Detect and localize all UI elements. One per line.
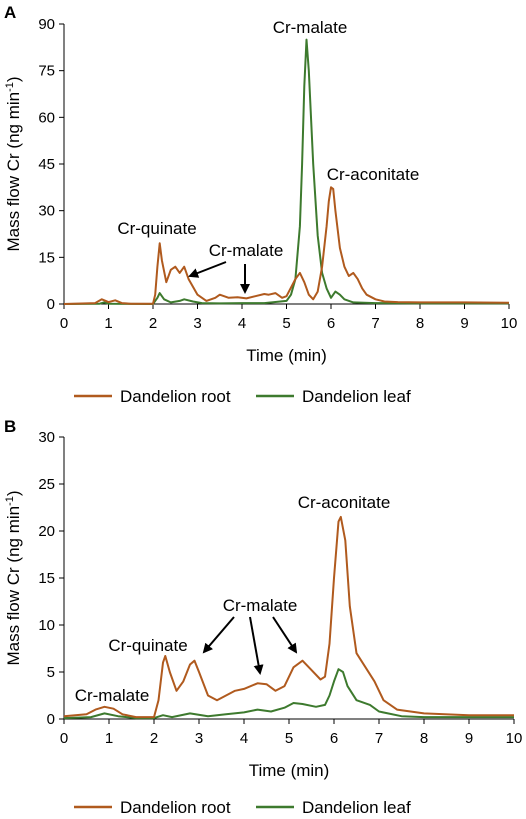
x-tick-label-b-2: 2: [150, 730, 158, 747]
y-axis-label-b: Mass flow Cr (ng min-1): [4, 490, 23, 665]
x-tick-labels-a: 0 1 2 3 4 5 6 7 8 9 10: [60, 315, 518, 332]
x-tick-label-b-4: 4: [240, 730, 248, 747]
y-tick-label-a-45: 45: [38, 156, 55, 173]
y-tick-labels-a: 0 15 30 45 60 75 90: [38, 16, 55, 313]
y-tick-label-b-25: 25: [38, 476, 55, 493]
x-tick-label-a-0: 0: [60, 315, 68, 332]
x-tick-label-a-4: 4: [238, 315, 246, 332]
y-tick-label-b-5: 5: [47, 664, 55, 681]
legend-label-root-b: Dandelion root: [120, 798, 231, 817]
y-tick-label-b-20: 20: [38, 523, 55, 540]
series-group-b: [63, 515, 514, 720]
annotation-cr-malate-b-left: Cr-malate: [75, 686, 150, 705]
y-tick-label-a-0: 0: [47, 296, 55, 313]
x-tick-label-b-0: 0: [60, 730, 68, 747]
y-tick-label-a-30: 30: [38, 203, 55, 220]
y-axis-label-a: Mass flow Cr (ng min-1): [4, 76, 23, 251]
x-axis-label-b: Time (min): [249, 761, 330, 780]
arrow-cr-malate-a-mid: [188, 261, 227, 278]
x-tick-label-a-9: 9: [460, 315, 468, 332]
panel-b: B 0 5 10 15 20 25 30 0 1 2 3 4 5 6 7 8 9 10 Time (min) M…: [4, 417, 522, 817]
y-tick-label-a-60: 60: [38, 109, 55, 126]
y-tick-label-b-15: 15: [38, 570, 55, 587]
x-axis-label-a: Time (min): [246, 346, 327, 365]
y-tick-label-a-15: 15: [38, 249, 55, 266]
x-tick-label-b-7: 7: [375, 730, 383, 747]
legend-label-leaf-a: Dandelion leaf: [302, 387, 411, 406]
panel-label-a: A: [4, 3, 16, 22]
arrow-cr-malate-b-1: [202, 616, 235, 654]
y-axis-label-b-sup: -1: [4, 496, 16, 506]
annotation-cr-aconitate-a: Cr-aconitate: [327, 165, 420, 184]
annotation-cr-quinate-a: Cr-quinate: [117, 219, 196, 238]
x-tick-label-b-10: 10: [506, 730, 523, 747]
x-tick-label-b-5: 5: [285, 730, 293, 747]
x-tick-label-b-1: 1: [105, 730, 113, 747]
x-tick-label-b-3: 3: [195, 730, 203, 747]
y-tick-label-a-75: 75: [38, 63, 55, 80]
x-tick-label-b-6: 6: [330, 730, 338, 747]
annotation-cr-quinate-b: Cr-quinate: [108, 636, 187, 655]
annotation-cr-aconitate-b: Cr-aconitate: [298, 493, 391, 512]
annotation-cr-malate-a-top: Cr-malate: [273, 18, 348, 37]
x-tick-label-a-2: 2: [149, 315, 157, 332]
arrow-cr-malate-b-2: [249, 616, 264, 675]
legend-b: Dandelion root Dandelion leaf: [74, 798, 411, 817]
y-axis-label-a-close: ): [4, 76, 23, 82]
x-tick-label-a-3: 3: [193, 315, 201, 332]
x-tick-label-a-6: 6: [327, 315, 335, 332]
y-tick-label-b-10: 10: [38, 617, 55, 634]
y-axis-label-a-sup: -1: [4, 82, 16, 92]
legend-label-root-a: Dandelion root: [120, 387, 231, 406]
y-axis-label-b-close: ): [4, 490, 23, 496]
arrow-cr-malate-b-3: [272, 616, 298, 654]
annotation-cr-malate-b-mid: Cr-malate: [223, 596, 298, 615]
x-tick-label-a-8: 8: [416, 315, 424, 332]
x-tick-label-a-5: 5: [282, 315, 290, 332]
x-tick-label-a-10: 10: [501, 315, 518, 332]
y-axis-label-b-main: Mass flow Cr (ng min: [4, 506, 23, 666]
panel-label-b: B: [4, 417, 16, 436]
series-line-a-root: [63, 186, 510, 305]
annotation-cr-malate-a-mid: Cr-malate: [209, 241, 284, 260]
y-tick-label-b-0: 0: [47, 711, 55, 728]
legend-label-leaf-b: Dandelion leaf: [302, 798, 411, 817]
x-tick-label-b-9: 9: [465, 730, 473, 747]
axis-ticks-a: [59, 23, 510, 309]
series-line-b-root: [63, 515, 514, 719]
y-axis-label-a-main: Mass flow Cr (ng min: [4, 92, 23, 252]
x-tick-label-a-1: 1: [104, 315, 112, 332]
series-line-a-leaf: [63, 38, 509, 305]
x-tick-label-a-7: 7: [371, 315, 379, 332]
x-tick-labels-b: 0 1 2 3 4 5 6 7 8 9 10: [60, 730, 523, 747]
x-tick-label-b-8: 8: [420, 730, 428, 747]
y-tick-label-a-90: 90: [38, 16, 55, 33]
y-tick-label-b-30: 30: [38, 429, 55, 446]
y-tick-labels-b: 0 5 10 15 20 25 30: [38, 429, 55, 728]
series-group-a: [63, 38, 510, 305]
legend-a: Dandelion root Dandelion leaf: [74, 387, 411, 406]
axis-ticks-b: [59, 436, 515, 724]
